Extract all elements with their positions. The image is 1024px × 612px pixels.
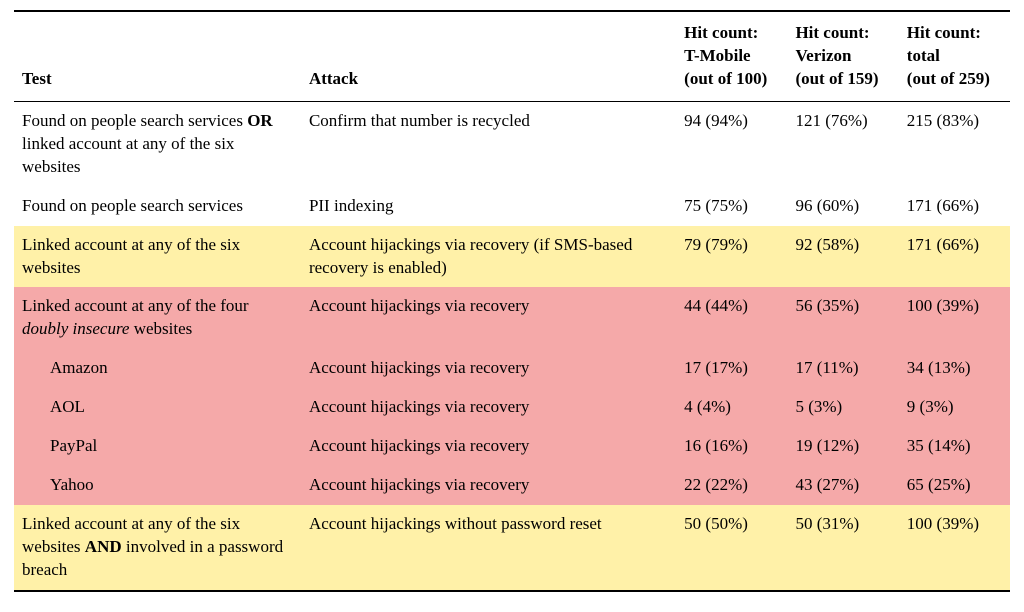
results-table: Test Attack Hit count: T-Mobile (out of … <box>14 10 1010 592</box>
cell-tmobile: 17 (17%) <box>676 349 787 388</box>
cell-test: AOL <box>14 388 301 427</box>
cell-attack: Account hijackings via recovery <box>301 427 676 466</box>
cell-verizon: 17 (11%) <box>787 349 898 388</box>
text: Linked account at any of the four <box>22 296 249 315</box>
header-text: (out of 159) <box>795 69 878 88</box>
cell-total: 35 (14%) <box>899 427 1010 466</box>
table-row: Linked account at any of the six website… <box>14 226 1010 288</box>
cell-tmobile: 4 (4%) <box>676 388 787 427</box>
cell-total: 171 (66%) <box>899 226 1010 288</box>
cell-test: Found on people search services OR linke… <box>14 101 301 186</box>
cell-verizon: 121 (76%) <box>787 101 898 186</box>
header-text: T-Mobile <box>684 46 750 65</box>
table-row: Yahoo Account hijackings via recovery 22… <box>14 466 1010 505</box>
cell-verizon: 56 (35%) <box>787 287 898 349</box>
cell-verizon: 50 (31%) <box>787 505 898 591</box>
cell-verizon: 96 (60%) <box>787 187 898 226</box>
cell-test: Yahoo <box>14 466 301 505</box>
table-row: Linked account at any of the six website… <box>14 505 1010 591</box>
text: Found on people search services <box>22 111 247 130</box>
cell-total: 34 (13%) <box>899 349 1010 388</box>
cell-tmobile: 16 (16%) <box>676 427 787 466</box>
table-row: PayPal Account hijackings via recovery 1… <box>14 427 1010 466</box>
cell-tmobile: 75 (75%) <box>676 187 787 226</box>
cell-attack: PII indexing <box>301 187 676 226</box>
header-text: Verizon <box>795 46 851 65</box>
header-text: (out of 100) <box>684 69 767 88</box>
header-text: total <box>907 46 940 65</box>
cell-verizon: 43 (27%) <box>787 466 898 505</box>
col-header-tmobile: Hit count: T-Mobile (out of 100) <box>676 11 787 101</box>
cell-tmobile: 79 (79%) <box>676 226 787 288</box>
cell-total: 9 (3%) <box>899 388 1010 427</box>
cell-verizon: 19 (12%) <box>787 427 898 466</box>
text-bold: AND <box>85 537 122 556</box>
col-header-attack: Attack <box>301 11 676 101</box>
cell-tmobile: 50 (50%) <box>676 505 787 591</box>
table-row: AOL Account hijackings via recovery 4 (4… <box>14 388 1010 427</box>
cell-total: 100 (39%) <box>899 505 1010 591</box>
cell-test: Linked account at any of the six website… <box>14 505 301 591</box>
cell-attack: Account hijackings via recovery <box>301 287 676 349</box>
cell-test: Amazon <box>14 349 301 388</box>
cell-test: Linked account at any of the four doubly… <box>14 287 301 349</box>
col-header-total: Hit count: total (out of 259) <box>899 11 1010 101</box>
cell-attack: Account hijackings via recovery <box>301 349 676 388</box>
text-italic: doubly insecure <box>22 319 129 338</box>
text: linked account at any of the six website… <box>22 134 234 176</box>
cell-test: Found on people search services <box>14 187 301 226</box>
cell-total: 100 (39%) <box>899 287 1010 349</box>
header-text: Hit count: <box>795 23 869 42</box>
cell-test: Linked account at any of the six website… <box>14 226 301 288</box>
cell-tmobile: 94 (94%) <box>676 101 787 186</box>
col-header-verizon: Hit count: Verizon (out of 159) <box>787 11 898 101</box>
table-row: Found on people search services OR linke… <box>14 101 1010 186</box>
cell-total: 65 (25%) <box>899 466 1010 505</box>
header-text: Hit count: <box>907 23 981 42</box>
cell-total: 215 (83%) <box>899 101 1010 186</box>
text-bold: OR <box>247 111 273 130</box>
cell-verizon: 92 (58%) <box>787 226 898 288</box>
cell-attack: Account hijackings via recovery <box>301 466 676 505</box>
header-text: Hit count: <box>684 23 758 42</box>
cell-attack: Account hijackings without password rese… <box>301 505 676 591</box>
cell-tmobile: 44 (44%) <box>676 287 787 349</box>
table-row: Found on people search services PII inde… <box>14 187 1010 226</box>
table-row: Amazon Account hijackings via recovery 1… <box>14 349 1010 388</box>
cell-test: PayPal <box>14 427 301 466</box>
table-row: Linked account at any of the four doubly… <box>14 287 1010 349</box>
table-header-row: Test Attack Hit count: T-Mobile (out of … <box>14 11 1010 101</box>
cell-attack: Account hijackings via recovery <box>301 388 676 427</box>
cell-verizon: 5 (3%) <box>787 388 898 427</box>
cell-attack: Confirm that number is recycled <box>301 101 676 186</box>
cell-tmobile: 22 (22%) <box>676 466 787 505</box>
cell-total: 171 (66%) <box>899 187 1010 226</box>
text: websites <box>129 319 192 338</box>
cell-attack: Account hijackings via recovery (if SMS-… <box>301 226 676 288</box>
header-text: (out of 259) <box>907 69 990 88</box>
col-header-test: Test <box>14 11 301 101</box>
